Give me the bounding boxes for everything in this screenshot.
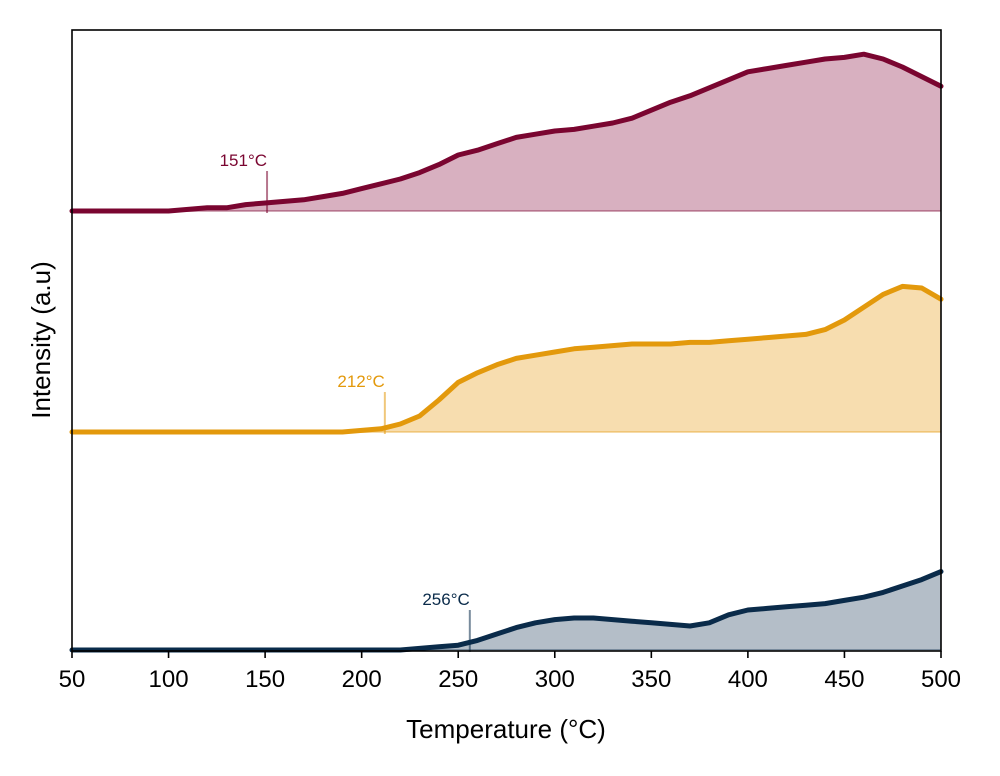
x-tick-label: 50: [59, 666, 86, 693]
x-axis-label: Temperature (°C): [406, 714, 606, 744]
onset-label: 256°C: [422, 590, 469, 609]
series-area: [72, 571, 941, 650]
series-3: 256°C: [69, 569, 944, 653]
x-tick-label: 400: [728, 666, 768, 693]
series-layer: 151°C 212°C 256°C: [69, 51, 944, 653]
onset-label: 212°C: [337, 372, 384, 391]
x-tick-label: 250: [438, 666, 478, 693]
x-tick-label: 500: [921, 666, 961, 693]
series-2: 212°C: [69, 283, 944, 435]
x-tick-label: 100: [149, 666, 189, 693]
x-tick-label: 150: [245, 666, 285, 693]
plot-frame: [71, 29, 942, 652]
series-area: [72, 286, 941, 432]
series-line: [69, 51, 944, 214]
x-axis: 50 100 150 200 250 300 350 400 450 500: [59, 651, 961, 693]
series-1: 151°C: [69, 51, 944, 214]
y-axis-label: Intensity (a.u): [26, 261, 56, 419]
x-tick-label: 300: [535, 666, 575, 693]
onset-label: 151°C: [220, 151, 267, 170]
x-tick-label: 450: [824, 666, 864, 693]
series-area: [72, 54, 941, 212]
x-tick-label: 200: [342, 666, 382, 693]
series-line: [69, 569, 944, 653]
series-line: [69, 283, 944, 435]
x-tick-label: 350: [631, 666, 671, 693]
